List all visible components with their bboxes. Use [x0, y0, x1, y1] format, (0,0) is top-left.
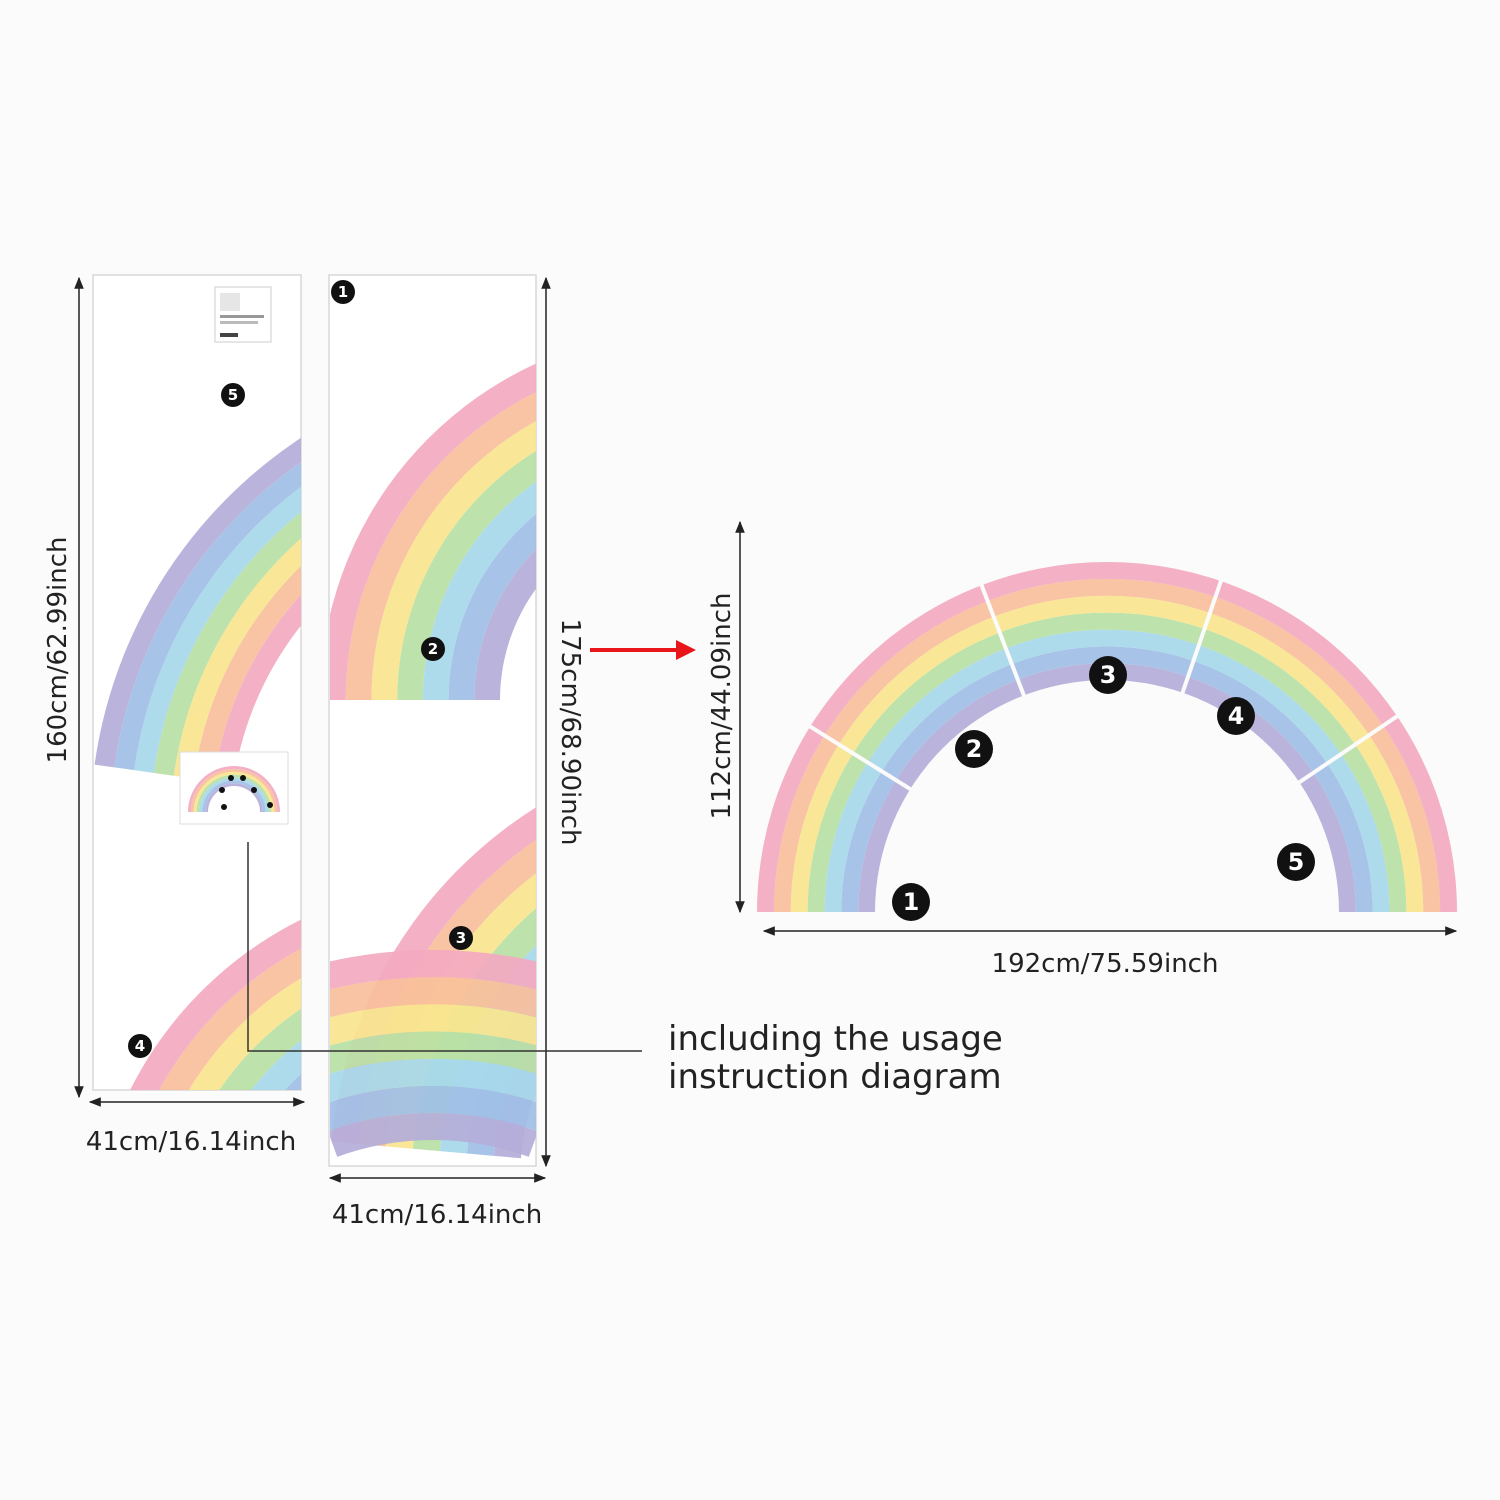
rainbow-band	[448, 514, 536, 700]
rainbow-band	[153, 512, 301, 776]
badge-circle	[1089, 656, 1127, 694]
callout-note: including the usage instruction diagram	[668, 1020, 1003, 1096]
rainbow-band	[330, 363, 536, 700]
badge-circle	[128, 1034, 152, 1058]
sheet-a-width-label: 41cm/16.14inch	[86, 1127, 296, 1157]
rainbow-band	[345, 392, 536, 700]
piece-seam	[978, 580, 1028, 700]
badge-circle	[1277, 843, 1315, 881]
badge-number: 2	[966, 735, 983, 763]
badge-number: 5	[228, 386, 238, 404]
rainbow-band	[422, 481, 536, 700]
rainbow-band	[371, 421, 536, 700]
piece-badge-2: 2	[421, 637, 445, 661]
piece-badge-3: 3	[449, 926, 473, 950]
mini-badge	[221, 804, 227, 810]
piece-1-arc	[330, 363, 536, 700]
sheet-b-rainbow-pieces	[330, 363, 536, 1159]
rainbow-band	[130, 919, 301, 1090]
mini-badge	[251, 787, 257, 793]
mini-instruction-diagram	[179, 751, 289, 825]
badge-circle	[449, 926, 473, 950]
rainbow-band	[474, 548, 536, 700]
piece-5-arc	[94, 437, 301, 785]
badge-circle	[1217, 697, 1255, 735]
product-label-card	[214, 286, 272, 343]
rainbow-band	[213, 594, 301, 785]
piece-badge-2: 2	[955, 730, 993, 768]
rainbow-band	[251, 1040, 301, 1090]
rainbow-band	[193, 565, 301, 782]
rainbow-band	[330, 977, 536, 1018]
piece-badge-1: 1	[892, 883, 930, 921]
mini-badge	[240, 775, 246, 781]
assembled-rainbow-arc	[757, 562, 1457, 912]
rainbow-band	[330, 1112, 536, 1157]
piece-seam	[1179, 576, 1225, 698]
assembled-width-label: 192cm/75.59inch	[992, 949, 1219, 979]
assembled-height-label: 112cm/44.09inch	[707, 593, 737, 820]
piece-number-badges: 1 5 2 3 4 1 2 3 4 5	[128, 280, 1315, 1058]
sheet-a-height-label: 160cm/62.99inch	[43, 537, 73, 764]
rainbow-band	[219, 1008, 301, 1090]
sheet-b-width-label: 41cm/16.14inch	[332, 1200, 542, 1230]
piece-4-arc	[130, 919, 301, 1090]
piece-badge-5: 5	[1277, 843, 1315, 881]
piece-badge-5: 5	[221, 383, 245, 407]
rainbow-band	[134, 486, 301, 773]
rainbow-band	[330, 1058, 536, 1103]
rainbow-band	[94, 437, 301, 768]
badge-number: 3	[1100, 661, 1117, 689]
piece-badge-3: 3	[1089, 656, 1127, 694]
rainbow-band	[173, 538, 301, 779]
piece-3-arc	[330, 950, 536, 1157]
mini-badge	[219, 787, 225, 793]
rainbow-band	[330, 1004, 536, 1046]
sheet-b-height-label: 175cm/68.90inch	[555, 619, 585, 846]
assembled-rainbow	[757, 562, 1457, 912]
rainbow-band	[114, 462, 301, 771]
badge-circle	[892, 883, 930, 921]
badge-circle	[331, 280, 355, 304]
badge-number: 3	[456, 929, 466, 947]
mini-badge	[267, 802, 273, 808]
rainbow-band	[397, 450, 536, 700]
piece-seam	[805, 722, 915, 793]
mini-badge	[228, 775, 234, 781]
rainbow-band	[330, 950, 536, 990]
rainbow-band	[330, 1031, 536, 1074]
rainbow-band	[330, 1085, 536, 1131]
badge-number: 4	[1228, 702, 1245, 730]
rainbow-band	[284, 1073, 301, 1090]
badge-number: 1	[903, 888, 920, 916]
piece-badge-4: 4	[128, 1034, 152, 1058]
badge-circle	[421, 637, 445, 661]
badge-circle	[221, 383, 245, 407]
badge-number: 1	[338, 283, 348, 301]
badge-number: 5	[1288, 848, 1305, 876]
badge-circle	[955, 730, 993, 768]
piece-seam	[1294, 712, 1402, 787]
rainbow-band	[188, 978, 301, 1090]
sheet-a-rainbow-pieces	[94, 437, 301, 1090]
callout-line-1: including the usage	[668, 1019, 1003, 1059]
callout-leader-line	[247, 842, 642, 1052]
piece-badge-1: 1	[331, 280, 355, 304]
badge-number: 4	[135, 1037, 145, 1055]
rainbow-band	[159, 948, 301, 1090]
callout-line-2: instruction diagram	[668, 1057, 1002, 1097]
badge-number: 2	[428, 640, 438, 658]
piece-badge-4: 4	[1217, 697, 1255, 735]
